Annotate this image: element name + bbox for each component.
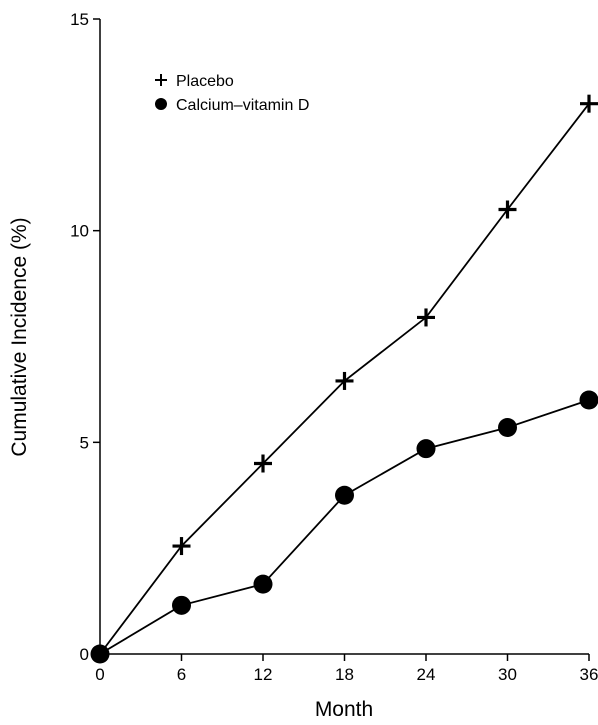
data-point-placebo xyxy=(172,537,191,556)
x-axis-title: Month xyxy=(315,698,373,721)
data-point-placebo xyxy=(417,308,435,327)
data-point-placebo xyxy=(498,200,517,219)
legend-label-calcium-vitamin-d: Calcium–vitamin D xyxy=(176,97,309,114)
data-point-calcium-vitamin-d xyxy=(335,485,354,505)
x-tick-label: 12 xyxy=(254,665,273,684)
y-tick-label: 5 xyxy=(80,433,89,452)
data-point-placebo xyxy=(580,94,598,113)
legend-marker-calcium-vitamin-d xyxy=(155,98,167,110)
data-point-placebo xyxy=(335,371,354,390)
data-point-calcium-vitamin-d xyxy=(416,439,436,459)
series-line-calcium-vitamin-d xyxy=(99,399,590,655)
x-tick-label: 6 xyxy=(177,665,186,684)
data-point-calcium-vitamin-d xyxy=(172,595,191,615)
series-layer xyxy=(90,94,598,664)
legend-label-placebo: Placebo xyxy=(176,73,234,90)
y-tick-label: 10 xyxy=(70,222,89,241)
data-point-calcium-vitamin-d xyxy=(253,574,273,594)
axes xyxy=(99,19,589,655)
x-tick-label: 24 xyxy=(417,665,436,684)
legend-item-calcium-vitamin-d: Calcium–vitamin D xyxy=(155,97,309,114)
x-tick-label: 0 xyxy=(95,665,104,684)
ticks: 0 6 12 18 24 30 36 0 5 10 15 xyxy=(70,10,598,684)
x-tick-label: 30 xyxy=(498,665,517,684)
y-tick-label: 0 xyxy=(80,645,89,664)
x-tick-label: 36 xyxy=(580,665,598,684)
y-axis-title: Cumulative Incidence (%) xyxy=(8,217,31,456)
y-tick-label: 15 xyxy=(70,10,89,29)
data-point-placebo xyxy=(254,454,272,473)
legend-marker-placebo xyxy=(155,74,167,86)
data-point-calcium-vitamin-d xyxy=(90,644,110,664)
legend-item-placebo: Placebo xyxy=(155,73,234,90)
legend: Placebo Calcium–vitamin D xyxy=(155,73,309,114)
x-tick-label: 18 xyxy=(335,665,354,684)
data-point-calcium-vitamin-d xyxy=(579,390,598,410)
data-point-calcium-vitamin-d xyxy=(498,418,517,438)
